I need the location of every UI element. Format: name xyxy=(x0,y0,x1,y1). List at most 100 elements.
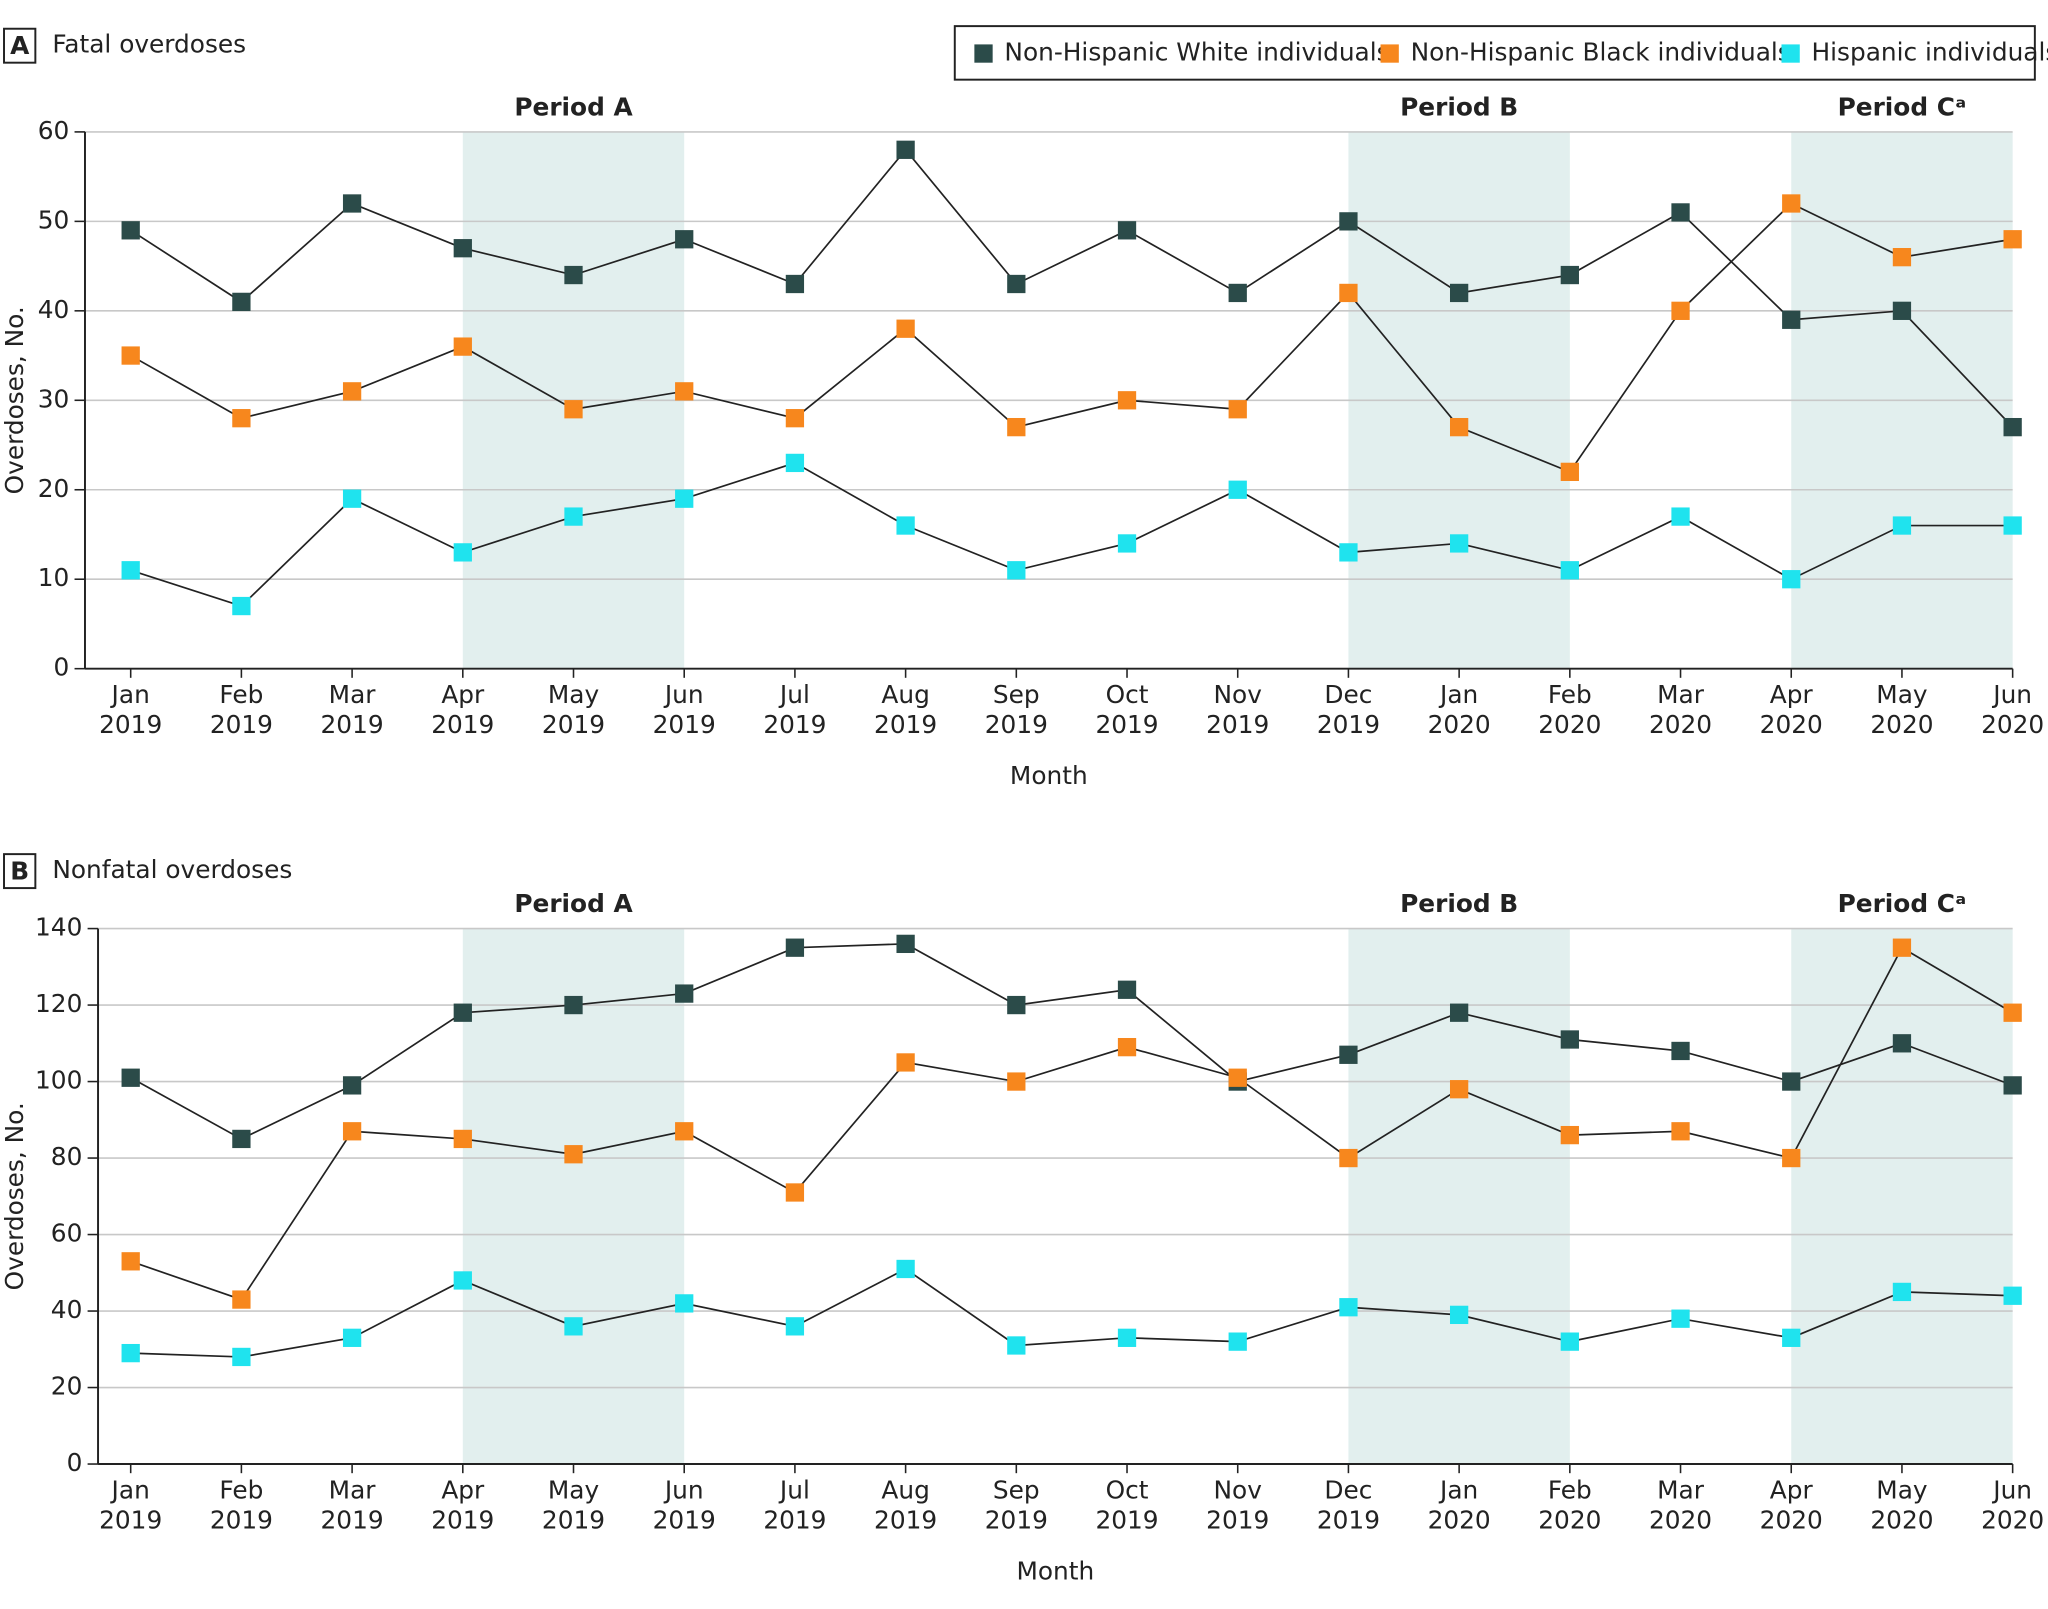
data-point xyxy=(232,596,251,616)
x-tick-label: Dec xyxy=(1324,1475,1372,1504)
panel-letter: A xyxy=(10,31,30,60)
data-point xyxy=(1560,1030,1579,1049)
x-tick-label: Jul xyxy=(778,680,810,709)
x-tick-label: Jan xyxy=(1438,680,1478,709)
x-tick-label: Feb xyxy=(1548,1475,1592,1504)
data-point xyxy=(564,1317,583,1336)
data-point xyxy=(453,239,472,258)
x-tick-label: Mar xyxy=(329,1475,377,1504)
x-tick-label: Mar xyxy=(1657,1475,1705,1504)
x-tick-label: 2020 xyxy=(1870,1505,1933,1534)
x-tick-label: Jan xyxy=(110,1475,150,1504)
x-tick-label: Apr xyxy=(1770,680,1814,709)
series-line xyxy=(130,148,2014,428)
legend-label: Hispanic individuals xyxy=(1812,38,2048,67)
data-point xyxy=(1671,301,1690,320)
data-point xyxy=(1228,480,1247,499)
x-tick-label: 2019 xyxy=(763,1505,826,1534)
data-point xyxy=(785,274,805,294)
x-tick-label: 2019 xyxy=(985,710,1048,739)
data-point xyxy=(1782,194,1801,213)
y-tick-label: 140 xyxy=(35,913,82,942)
data-point xyxy=(785,409,805,428)
data-point xyxy=(1007,561,1026,580)
x-tick-label: Jun xyxy=(663,1475,704,1504)
y-tick-label: 20 xyxy=(38,474,70,503)
data-point xyxy=(1007,274,1026,294)
data-point xyxy=(1892,1282,1912,1302)
data-point xyxy=(564,265,583,285)
data-point xyxy=(453,1129,472,1149)
data-point xyxy=(896,319,915,338)
data-point xyxy=(896,516,915,535)
x-tick-label: Jan xyxy=(110,680,150,709)
data-point xyxy=(232,1129,251,1149)
data-point xyxy=(453,337,472,356)
data-point xyxy=(1449,1080,1469,1099)
y-tick-label: 80 xyxy=(51,1142,83,1171)
data-point xyxy=(1228,1068,1247,1087)
data-point xyxy=(1671,1041,1690,1061)
x-tick-label: 2019 xyxy=(874,710,937,739)
y-axis-label: Overdoses, No. xyxy=(0,1102,29,1290)
data-point xyxy=(1339,1045,1358,1064)
data-point xyxy=(675,382,694,401)
data-point xyxy=(564,507,583,526)
x-tick-label: Feb xyxy=(219,680,263,709)
panel-box xyxy=(3,27,37,64)
x-tick-label: Nov xyxy=(1214,680,1262,709)
x-tick-label: Apr xyxy=(441,680,485,709)
x-tick-label: Mar xyxy=(1657,680,1705,709)
data-point xyxy=(1560,1332,1579,1351)
data-point xyxy=(675,230,694,249)
data-point xyxy=(1117,391,1137,410)
data-point xyxy=(1892,1034,1912,1053)
data-point xyxy=(232,1347,251,1367)
data-point xyxy=(1007,417,1026,437)
legend-swatch xyxy=(1781,44,1800,63)
legend-swatch xyxy=(1380,44,1399,63)
data-point xyxy=(121,1343,140,1363)
data-point xyxy=(2003,1286,2022,1305)
x-tick-label: 2019 xyxy=(431,1505,494,1534)
x-tick-label: 2019 xyxy=(985,1505,1048,1534)
data-point xyxy=(453,543,472,562)
data-point xyxy=(1339,543,1358,562)
x-tick-label: May xyxy=(548,1475,599,1504)
x-tick-label: Oct xyxy=(1106,680,1149,709)
x-tick-label: May xyxy=(548,680,599,709)
data-point xyxy=(1117,221,1137,240)
data-point xyxy=(564,400,583,419)
y-tick-label: 100 xyxy=(35,1066,82,1095)
x-tick-label: 2019 xyxy=(210,1505,273,1534)
period-shade xyxy=(462,928,685,1465)
x-tick-label: Oct xyxy=(1106,1475,1149,1504)
series-line xyxy=(130,461,2013,608)
y-tick-label: 20 xyxy=(51,1372,83,1401)
x-tick-label: 2019 xyxy=(653,1505,716,1534)
x-tick-label: Sep xyxy=(993,1475,1040,1504)
data-point xyxy=(1782,310,1801,329)
panel-letter: B xyxy=(10,856,29,885)
x-tick-label: Apr xyxy=(441,1475,485,1504)
data-point xyxy=(121,561,140,580)
x-tick-label: Jun xyxy=(663,680,704,709)
data-point xyxy=(342,1076,362,1095)
x-tick-label: 2019 xyxy=(1206,1505,1269,1534)
period-shade xyxy=(1791,928,2013,1465)
x-tick-label: 2019 xyxy=(1095,710,1158,739)
x-tick-label: Feb xyxy=(219,1475,263,1504)
series-line xyxy=(130,202,2013,473)
x-tick-label: 2019 xyxy=(542,1505,605,1534)
data-point xyxy=(896,1053,915,1072)
data-point xyxy=(121,221,140,240)
x-tick-label: 2019 xyxy=(99,710,162,739)
data-point xyxy=(342,194,362,213)
data-point xyxy=(121,346,140,365)
data-point xyxy=(785,1317,805,1336)
period-label: Period Cᵃ xyxy=(1838,889,1967,918)
data-point xyxy=(342,1122,362,1141)
data-point xyxy=(2003,516,2022,535)
x-tick-label: Jul xyxy=(778,1475,810,1504)
data-point xyxy=(675,1122,694,1141)
